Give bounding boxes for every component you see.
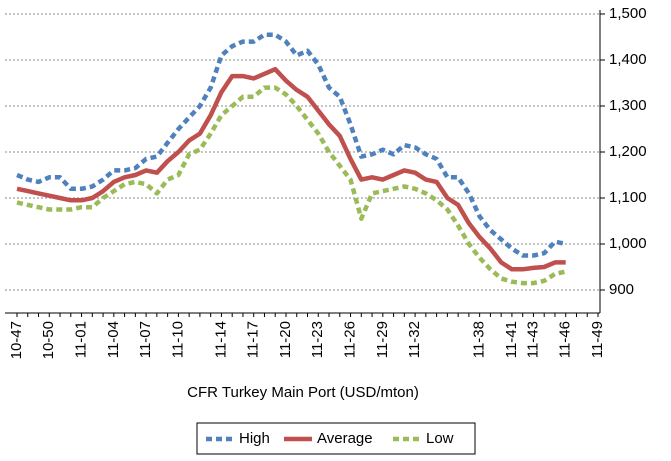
- x-tick-label: 11-17: [245, 321, 262, 358]
- legend-label: High: [239, 430, 270, 447]
- x-tick-label: 11-04: [105, 321, 122, 358]
- legend-label: Low: [426, 430, 454, 447]
- series-line: [16, 66, 566, 272]
- x-tick-label: 11-38: [471, 321, 488, 358]
- x-tick-label: 11-07: [137, 321, 154, 358]
- x-tick-label: 11-23: [309, 321, 326, 358]
- x-tick-label: 11-46: [557, 321, 574, 358]
- x-tick-label: 10-47: [8, 321, 25, 359]
- y-tick-label: 1,300: [609, 97, 647, 114]
- series-line: [16, 32, 567, 258]
- y-tick-label: 1,200: [609, 143, 647, 160]
- series-line: [16, 85, 567, 286]
- x-tick-label: 11-14: [212, 321, 229, 358]
- x-tick-label: 11-01: [73, 321, 90, 358]
- x-tick-label: 11-41: [503, 321, 520, 358]
- legend-label: Average: [317, 430, 373, 447]
- x-tick-label: 11-26: [342, 321, 359, 358]
- x-axis-title: CFR Turkey Main Port (USD/mton): [187, 384, 419, 401]
- x-tick-label: 11-43: [524, 321, 541, 358]
- x-tick-label: 11-49: [589, 321, 606, 358]
- y-tick-label: 1,100: [609, 189, 647, 206]
- y-tick-label: 1,000: [609, 235, 647, 252]
- y-tick-label: 1,400: [609, 51, 647, 68]
- x-tick-label: 11-32: [406, 321, 423, 358]
- y-tick-label: 900: [609, 281, 634, 298]
- x-tick-label: 11-10: [169, 321, 186, 358]
- legend-box: [196, 422, 476, 455]
- x-tick-label: 11-29: [374, 321, 391, 358]
- x-tick-label: 11-20: [277, 321, 294, 358]
- x-tick-label: 10-50: [40, 321, 57, 359]
- y-tick-label: 1,500: [609, 5, 647, 22]
